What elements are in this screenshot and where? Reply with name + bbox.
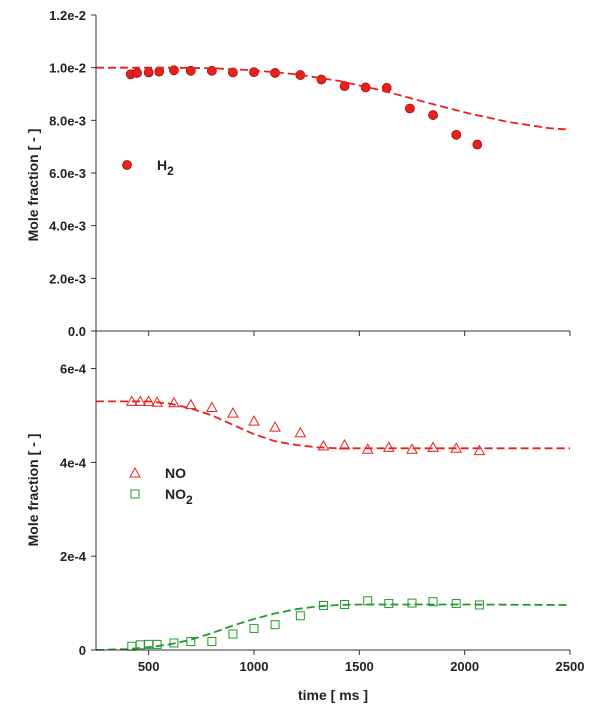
bottom-data-point [152, 639, 162, 649]
bottom-data-point [270, 620, 280, 630]
bottom-y-axis-title: Mole fraction [ - ] [25, 434, 41, 547]
x-tick-label: 1000 [240, 659, 269, 674]
bottom-data-point [427, 441, 439, 452]
bottom-y-tick-label: 2e-4 [60, 549, 87, 564]
bottom-data-point [473, 444, 486, 456]
top-data-point [249, 67, 259, 78]
legend-label: NO2 [165, 486, 193, 507]
bottom-y-tick-label: 6e-4 [60, 362, 87, 377]
bottom-data-point [184, 398, 197, 410]
bottom-data-point [207, 637, 217, 647]
top-data-point [339, 81, 350, 91]
top-y-tick-label: 2.0e-3 [49, 271, 86, 286]
bottom-data-point [294, 426, 307, 438]
top-y-tick-label: 6.0e-3 [49, 166, 86, 181]
top-y-tick-label: 4.0e-3 [49, 219, 86, 234]
bottom-y-tick-label: 0 [79, 643, 86, 658]
legend-label-main: NO [165, 486, 186, 502]
top-data-point [472, 139, 483, 150]
bottom-data-point [248, 415, 260, 426]
bottom-data-point [451, 599, 461, 609]
bottom-y-tick-label: 4e-4 [60, 455, 87, 470]
bottom-data-point [269, 421, 281, 432]
bottom-data-point [384, 599, 394, 609]
bottom-model-line [95, 603, 571, 651]
top-data-point [143, 67, 154, 78]
legend-label-subscript: 2 [186, 493, 193, 507]
legend-marker [129, 466, 141, 478]
top-y-tick-label: 0.0 [68, 324, 86, 339]
bottom-data-point [227, 407, 239, 418]
legend-label: NO [165, 465, 186, 481]
x-axis-title: time [ ms ] [298, 687, 368, 703]
top-y-tick-label: 1.0e-2 [49, 61, 86, 76]
bottom-data-point [295, 611, 305, 621]
bottom-model-line [96, 400, 570, 450]
x-tick-label: 500 [138, 659, 160, 674]
bottom-data-point [382, 441, 395, 452]
x-tick-label: 2000 [450, 659, 479, 674]
bottom-data-point [186, 637, 196, 647]
bottom-data-point [168, 396, 180, 408]
top-data-point [428, 110, 438, 120]
bottom-data-point [249, 623, 259, 633]
legend-label: H2 [157, 157, 174, 178]
bottom-data-point [206, 401, 218, 412]
legend-label-subscript: 2 [167, 164, 174, 178]
bottom-data-point [363, 596, 373, 606]
x-tick-label: 2500 [556, 659, 585, 674]
top-y-tick-label: 8.0e-3 [49, 113, 86, 128]
top-data-point [404, 103, 415, 114]
bottom-data-point [228, 629, 238, 639]
legend-marker [130, 489, 140, 499]
top-panel: H2 0.0 2.0e-3 4.0e-3 6.0e-3 8.0e-3 1.0e-2 1.2e… [25, 8, 571, 339]
x-tick-label: 1500 [345, 659, 374, 674]
legend-label-main: H [157, 157, 167, 173]
top-y-axis-title: Mole fraction [ - ] [25, 129, 41, 242]
legend-marker [122, 160, 132, 170]
top-data-point [451, 129, 462, 140]
top-data-point [132, 68, 142, 78]
top-y-tick-label: 1.2e-2 [49, 8, 86, 23]
top-model-line [96, 66, 571, 131]
bottom-data-point [169, 638, 179, 648]
bottom-data-point [407, 598, 417, 608]
bottom-data-point [428, 597, 438, 607]
bottom-data-point [317, 439, 330, 451]
